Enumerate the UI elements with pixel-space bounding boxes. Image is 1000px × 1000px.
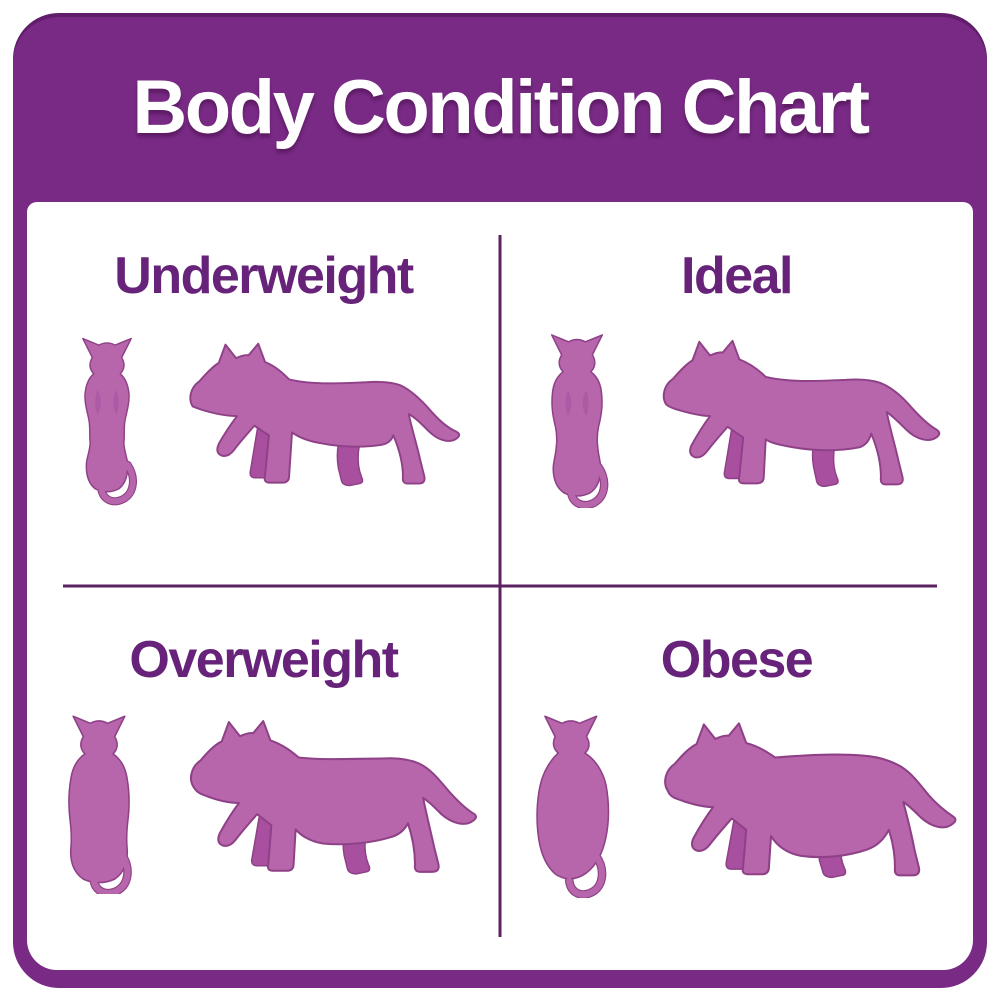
cat-top-view-overweight-icon: [67, 715, 132, 894]
shoulder-blade-mark: [94, 389, 101, 415]
quadrant-grid: Underweight: [27, 202, 973, 970]
cat-side-view-obese-icon: [663, 722, 956, 879]
cat-top-view-ideal-icon: [550, 334, 608, 508]
quadrant-ideal: Ideal: [500, 202, 973, 586]
cat-tail-path: [89, 850, 131, 894]
chart-panel: Underweight: [27, 202, 973, 970]
cat-silhouette-path: [663, 722, 956, 877]
quadrant-label-underweight: Underweight: [114, 247, 414, 305]
shoulder-blade-mark: [565, 390, 571, 417]
quadrant-label-obese: Obese: [660, 631, 814, 689]
body-condition-card: Body Condition Chart Underweight: [13, 13, 987, 988]
page-title: Body Condition Chart: [132, 65, 870, 150]
cat-illustrations-underweight: [63, 326, 465, 508]
cat-illustrations-overweight: [48, 710, 480, 894]
shoulder-blade-mark: [112, 389, 119, 415]
cat-silhouette-path: [189, 720, 477, 873]
cat-tail-path: [97, 461, 136, 505]
cat-side-view-underweight-icon: [188, 342, 460, 487]
cat-illustrations-obese: [517, 710, 957, 898]
quadrant-label-ideal: Ideal: [681, 247, 794, 305]
cat-side-view-overweight-icon: [189, 720, 477, 875]
cat-tail-path: [567, 463, 607, 508]
card-header: Body Condition Chart: [13, 13, 987, 202]
cat-silhouette-path: [535, 715, 609, 880]
cat-tail-path: [565, 852, 605, 898]
quadrant-overweight: Overweight: [27, 586, 500, 970]
shoulder-blade-mark: [582, 390, 588, 417]
cat-silhouette-path: [550, 334, 603, 497]
cat-top-view-underweight-icon: [81, 337, 137, 506]
quadrant-underweight: Underweight: [27, 202, 500, 586]
cat-illustrations-ideal: [531, 326, 943, 508]
cat-silhouette-path: [188, 342, 460, 485]
quadrant-obese: Obese: [500, 586, 973, 970]
cat-silhouette-path: [67, 715, 130, 884]
cat-side-view-ideal-icon: [662, 339, 940, 488]
quadrant-label-overweight: Overweight: [129, 631, 399, 689]
cat-silhouette-path: [81, 337, 132, 493]
cat-top-view-obese-icon: [535, 715, 609, 898]
horizontal-divider: [63, 584, 937, 588]
cat-silhouette-path: [662, 339, 940, 486]
